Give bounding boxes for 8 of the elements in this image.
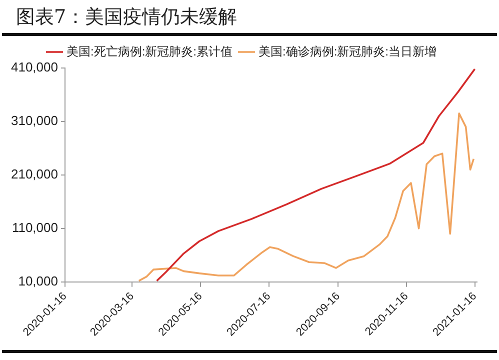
y-tick-label: 10,000 — [18, 273, 58, 288]
y-tick-label: 110,000 — [12, 220, 58, 235]
y-tick-label: 210,000 — [10, 166, 58, 182]
y-tick-label: 410,000 — [10, 60, 58, 75]
chart-title: 图表7：美国疫情仍未缓解 — [2, 0, 497, 36]
legend-label: 美国:确诊病例:新冠肺炎:当日新增 — [258, 44, 437, 58]
y-tick-label: 310,000 — [10, 113, 58, 128]
legend-label: 美国:死亡病例:新冠肺炎:累计值 — [66, 44, 233, 58]
